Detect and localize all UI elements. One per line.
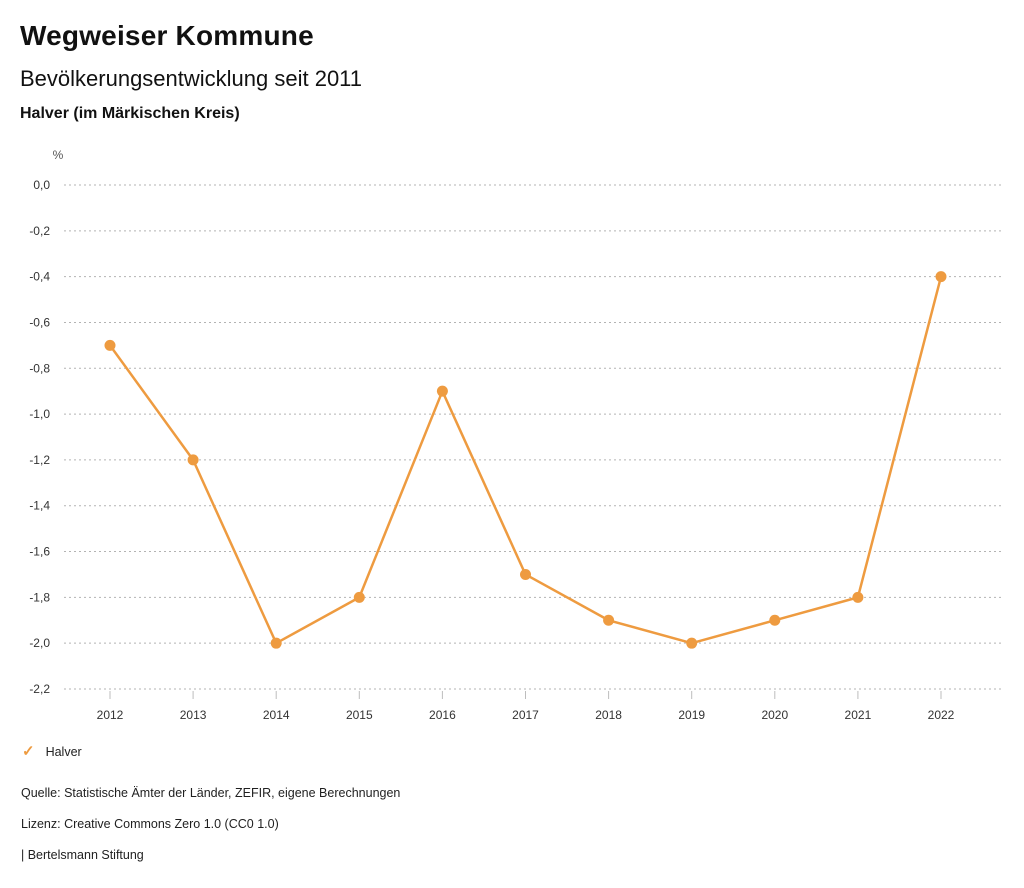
legend-label: Halver: [45, 744, 82, 759]
x-tick-label: 2015: [346, 708, 373, 722]
y-tick-label: -1,2: [29, 453, 50, 467]
y-tick-label: -1,8: [29, 590, 50, 604]
y-tick-label: -0,2: [29, 224, 50, 238]
region-label: Halver (im Märkischen Kreis): [20, 105, 240, 122]
x-tick-label: 2022: [928, 708, 955, 722]
data-point-2014[interactable]: [270, 637, 282, 649]
x-tick-label: 2019: [678, 708, 705, 722]
page-title: Wegweiser Kommune: [20, 20, 314, 51]
data-point-2019[interactable]: [686, 637, 698, 649]
data-point-2015[interactable]: [353, 591, 365, 603]
x-tick-label: 2016: [429, 708, 456, 722]
y-tick-label: -0,8: [29, 361, 50, 375]
data-point-2016[interactable]: [436, 385, 448, 397]
chart-subtitle: Bevölkerungsentwicklung seit 2011: [20, 66, 363, 91]
x-tick-label: 2021: [845, 708, 872, 722]
y-axis-unit-label: %: [53, 148, 64, 162]
y-tick-label: -2,0: [29, 636, 50, 650]
data-point-2017[interactable]: [520, 568, 531, 580]
y-tick-label: 0,0: [33, 178, 50, 192]
x-tick-label: 2018: [595, 708, 622, 722]
line-chart: % 0,0 -0,2 -0,4 -0,6 -0,8 -1,0 -1,2 -1,4 -1,6 -1,8…: [29, 148, 1003, 722]
publisher-note: | Bertelsmann Stiftung: [21, 848, 144, 862]
y-tick-label: -0,4: [29, 270, 50, 284]
y-tick-label: -1,6: [29, 545, 50, 559]
data-point-2018[interactable]: [603, 614, 615, 626]
data-point-2012[interactable]: [104, 339, 116, 351]
x-tick-label: 2013: [180, 708, 207, 722]
x-tick-label: 2020: [761, 708, 788, 722]
y-tick-label: -1,4: [29, 499, 50, 513]
x-tick-label: 2017: [512, 708, 539, 722]
data-point-2020[interactable]: [769, 614, 781, 626]
source-note: Quelle: Statistische Ämter der Länder, Z…: [21, 786, 401, 800]
x-tick-label: 2014: [263, 708, 290, 722]
y-tick-label: -2,2: [29, 682, 50, 696]
data-point-2021[interactable]: [852, 591, 864, 603]
data-point-2022[interactable]: [935, 271, 947, 283]
y-tick-label: -0,6: [29, 315, 50, 329]
legend-check-icon[interactable]: ✓: [22, 743, 35, 760]
legend-item-halver[interactable]: ✓ Halver: [22, 744, 82, 759]
license-note: Lizenz: Creative Commons Zero 1.0 (CC0 1…: [21, 817, 279, 831]
y-tick-label: -1,0: [29, 407, 50, 421]
x-tick-label: 2012: [97, 708, 124, 722]
data-point-2013[interactable]: [187, 454, 199, 466]
chart-svg: % 0,0 -0,2 -0,4 -0,6 -0,8 -1,0 -1,2 -1,4 -1,6 -1,8…: [29, 148, 1003, 722]
